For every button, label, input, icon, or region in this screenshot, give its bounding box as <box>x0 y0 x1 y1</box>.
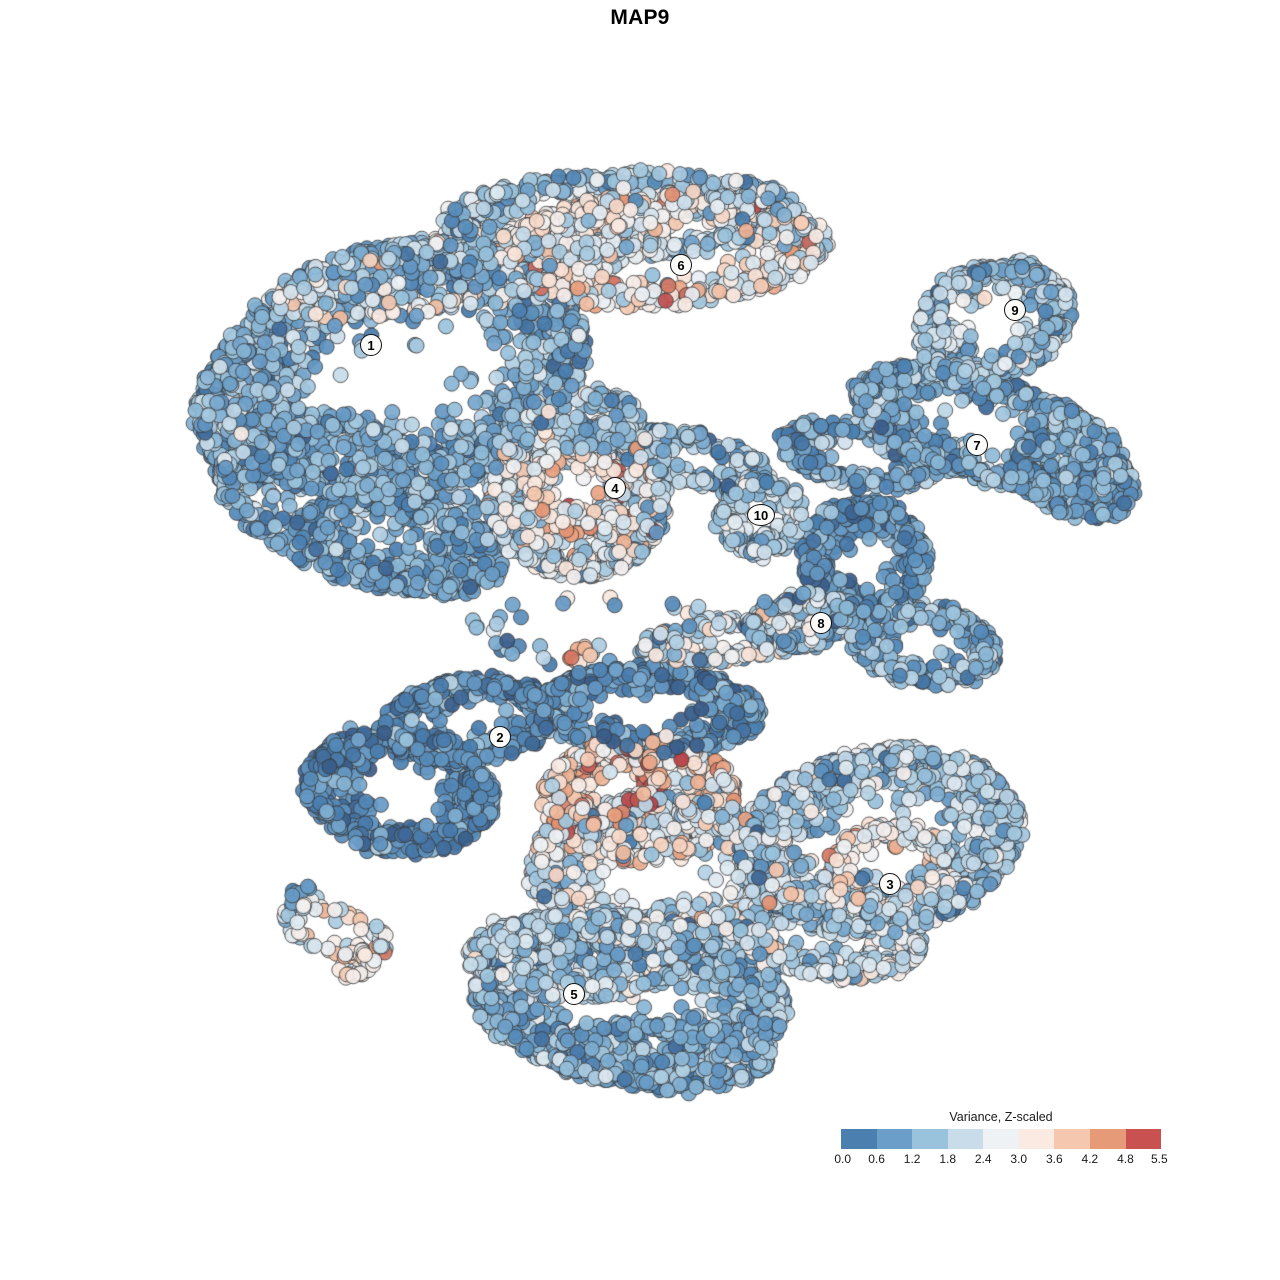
colorbar-tick-1.8: 1.8 <box>939 1152 956 1166</box>
cluster-label-5[interactable]: 5 <box>563 983 585 1005</box>
cluster-label-3[interactable]: 3 <box>879 873 901 895</box>
colorbar-tick-3.6: 3.6 <box>1045 1152 1063 1166</box>
colorbar-swatch-3 <box>947 1129 984 1149</box>
cluster-label-7[interactable]: 7 <box>966 434 988 456</box>
colorbar-legend[interactable]: Variance, Z-scaled 0.0 0.6 1.2 1.8 2.4 3.0 3.6… <box>834 1110 1167 1170</box>
colorbar-swatch-2 <box>912 1129 948 1149</box>
colorbar-tick-labels: 0.0 0.6 1.2 1.8 2.4 3.0 3.6 4.2 4.8 5.5 <box>834 1152 1167 1170</box>
colorbar-swatch-0 <box>841 1129 877 1149</box>
colorbar-swatch-1 <box>876 1129 913 1149</box>
cluster-label-1[interactable]: 1 <box>360 334 382 356</box>
cluster-label-6[interactable]: 6 <box>670 254 692 276</box>
colorbar-title: Variance, Z-scaled <box>949 1110 1053 1124</box>
colorbar-tick-3.0: 3.0 <box>1010 1152 1028 1166</box>
cluster-label-4[interactable]: 4 <box>604 477 626 499</box>
colorbar-swatch-6 <box>1054 1129 1090 1149</box>
colorbar-swatch-8 <box>1125 1129 1162 1149</box>
colorbar-tick-4.8: 4.8 <box>1117 1152 1134 1166</box>
colorbar-tick-0.0: 0.0 <box>834 1152 852 1166</box>
colorbar-tick-0.6: 0.6 <box>868 1152 885 1166</box>
colorbar-tick-1.2: 1.2 <box>903 1152 921 1166</box>
colorbar-tick-5.5: 5.5 <box>1150 1152 1168 1166</box>
colorbar-tick-2.4: 2.4 <box>974 1152 992 1166</box>
colorbar-gradient <box>841 1129 1162 1149</box>
colorbar-tick-4.2: 4.2 <box>1081 1152 1099 1166</box>
colorbar-swatch-4 <box>983 1129 1019 1149</box>
cluster-label-9[interactable]: 9 <box>1004 299 1026 321</box>
cluster-label-10[interactable]: 10 <box>747 504 775 526</box>
colorbar-swatch-5 <box>1018 1129 1055 1149</box>
cluster-label-2[interactable]: 2 <box>489 726 511 748</box>
cluster-label-8[interactable]: 8 <box>810 612 832 634</box>
colorbar-swatch-7 <box>1089 1129 1126 1149</box>
